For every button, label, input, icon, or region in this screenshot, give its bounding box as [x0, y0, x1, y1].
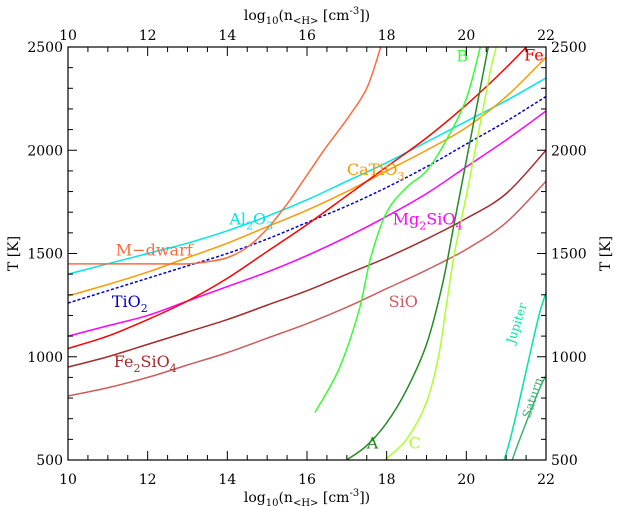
x-tick-label-top: 10	[59, 28, 77, 44]
series-line-mg2sio4	[68, 110, 546, 337]
y-tick-label: 1000	[27, 350, 63, 366]
series-label-part: 2	[134, 362, 141, 375]
series-label-al2o3: Al2O3	[228, 210, 273, 233]
series-label-part: 2	[246, 220, 253, 233]
series-label-layer: Al2O3CaTiO3TiO2Mg2SiO4FeFe2SiO4SiOM−dwar…	[112, 45, 546, 452]
series-label-part: SiO	[426, 210, 455, 229]
x-tick-label-top: 20	[457, 28, 475, 44]
series-line-a	[346, 47, 489, 460]
series-label-jupiter: Jupiter	[503, 301, 530, 347]
series-line-catio3	[68, 56, 546, 297]
x-tick-label: 20	[457, 472, 475, 488]
y-axis-label-left: T [K]	[6, 236, 22, 271]
series-label-part: 4	[455, 220, 462, 233]
series-label-part: 2	[419, 220, 426, 233]
series-label-sio: SiO	[389, 292, 418, 311]
series-label-part: TiO	[112, 292, 141, 311]
x-axis-label-top: log10(n<H> [cm-3])	[244, 6, 370, 27]
y-tick-label: 1500	[27, 247, 63, 263]
series-line-jupiter	[503, 292, 546, 460]
series-label-part: C	[409, 434, 421, 453]
series-line-saturn	[511, 375, 546, 460]
series-label-part: SiO	[389, 292, 418, 311]
y-axis-label-right: T [K]	[598, 236, 614, 271]
series-label-part: M−dwarf	[116, 241, 194, 260]
x-tick-label: 14	[218, 472, 236, 488]
series-label-b: B	[456, 46, 468, 65]
x-tick-label: 22	[537, 472, 555, 488]
y-tick-label: 2000	[27, 143, 63, 159]
series-label-fe2sio4: Fe2SiO4	[114, 352, 177, 375]
series-label-part: SiO	[141, 352, 170, 371]
series-line-sio	[68, 180, 546, 397]
x-tick-label: 10	[59, 472, 77, 488]
x-axis-label-bottom: log10(n<H> [cm-3])	[244, 488, 370, 506]
y-tick-label: 2500	[27, 40, 63, 56]
series-line-fe	[68, 47, 528, 350]
series-label-part: Fe	[114, 352, 134, 371]
series-label-part: 3	[398, 170, 405, 183]
series-label-part: A	[366, 434, 379, 453]
series-label-catio3: CaTiO3	[347, 160, 405, 183]
series-label-part: Fe	[524, 45, 544, 64]
y-tick-label: 500	[36, 453, 63, 469]
series-label-fe: Fe	[524, 45, 544, 64]
series-label-c: C	[409, 434, 421, 453]
x-tick-label-top: 14	[218, 28, 236, 44]
x-tick-label-top: 12	[139, 28, 157, 44]
series-line-fe2sio4	[68, 149, 546, 368]
series-layer	[68, 47, 546, 460]
y-tick-label-right: 2000	[551, 143, 587, 159]
series-label-part: 4	[170, 362, 177, 375]
x-tick-label-top: 16	[298, 28, 316, 44]
y-tick-label-right: 1000	[551, 350, 587, 366]
series-label-tio2: TiO2	[112, 292, 148, 315]
series-line-m-dwarf	[68, 47, 382, 265]
x-tick-label: 12	[139, 472, 157, 488]
series-label-part: Al	[228, 210, 246, 229]
series-label-part: B	[456, 46, 468, 65]
series-label-mg2sio4: Mg2SiO4	[393, 210, 463, 233]
x-tick-label: 16	[298, 472, 316, 488]
series-line-tio2	[68, 95, 546, 304]
series-label-part: CaTiO	[347, 160, 398, 179]
series-label-part: Mg	[393, 210, 420, 229]
series-line-al2o3	[68, 77, 546, 275]
y-tick-label-right: 500	[551, 453, 578, 469]
y-tick-label-right: 1500	[551, 247, 587, 263]
series-line-c	[384, 47, 497, 460]
series-label-a: A	[366, 434, 379, 453]
series-label-part: Jupiter	[503, 301, 530, 347]
x-tick-label: 18	[378, 472, 396, 488]
series-label-part: O	[253, 210, 266, 229]
y-tick-label-right: 2500	[551, 40, 587, 56]
series-label-m-dwarf: M−dwarf	[116, 241, 194, 260]
series-line-b	[314, 47, 482, 413]
series-label-part: 3	[266, 220, 273, 233]
x-tick-label-top: 18	[378, 28, 396, 44]
x-tick-label-top: 22	[537, 28, 555, 44]
series-label-part: 2	[141, 302, 148, 315]
